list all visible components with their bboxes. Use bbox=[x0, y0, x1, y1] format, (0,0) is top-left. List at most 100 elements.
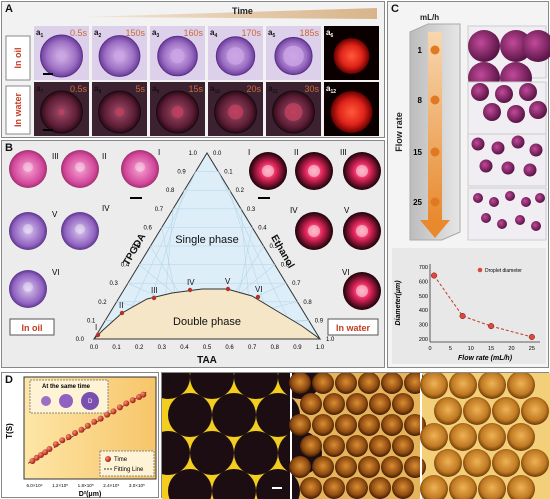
e-droplet-2 bbox=[289, 456, 311, 478]
d-point bbox=[29, 458, 36, 464]
flow-dot bbox=[430, 45, 440, 55]
axis-taa: TAA bbox=[197, 355, 217, 366]
e-droplet-3 bbox=[507, 423, 535, 451]
tick-bottom: 0.9 bbox=[293, 345, 302, 351]
b-droplet-core bbox=[23, 282, 33, 292]
double-phase-label: Double phase bbox=[173, 316, 241, 328]
b-droplet-oil bbox=[61, 212, 99, 250]
a-frame-time: 15s bbox=[188, 84, 203, 94]
ternary-point-label: III bbox=[151, 286, 158, 295]
ternary-point-label: I bbox=[95, 323, 97, 332]
row-water-box bbox=[5, 85, 31, 135]
c-droplet bbox=[531, 221, 541, 231]
b-droplet-label: IV bbox=[102, 204, 110, 213]
a-droplet bbox=[330, 91, 373, 133]
b-droplet-core bbox=[308, 165, 320, 177]
tick-left: 0.2 bbox=[98, 300, 107, 306]
c-droplet bbox=[515, 215, 525, 225]
e-droplet-dark bbox=[190, 431, 234, 475]
a-frame-sub: 10 bbox=[214, 89, 220, 95]
c-droplet bbox=[473, 193, 483, 203]
c-xtick: 0 bbox=[428, 346, 431, 352]
b-droplet-label: I bbox=[248, 148, 250, 157]
ternary-point bbox=[225, 286, 231, 292]
row-oil-box bbox=[5, 35, 31, 81]
c-droplet bbox=[529, 101, 547, 119]
a-core bbox=[226, 47, 245, 65]
a-core bbox=[171, 106, 184, 118]
panel-a: A Time In bbox=[1, 1, 385, 138]
flow-dot bbox=[430, 147, 440, 157]
legend-time: Time bbox=[114, 457, 128, 463]
a-frame-sub: 5 bbox=[272, 33, 275, 39]
tick-bottom: 0.6 bbox=[225, 345, 234, 351]
tick-bottom: 0.3 bbox=[158, 345, 167, 351]
a-core bbox=[284, 103, 303, 121]
d-point bbox=[42, 449, 49, 456]
a-frame-sub: 11 bbox=[272, 89, 278, 95]
d-ylabel: T(S) bbox=[5, 423, 14, 439]
d-xtick: 1.8×10⁵ bbox=[78, 483, 94, 488]
e-droplet-2 bbox=[335, 456, 357, 478]
ternary-point bbox=[151, 295, 157, 301]
tick-left: 0.8 bbox=[166, 188, 175, 194]
a-frame-time: 170s bbox=[241, 28, 261, 38]
flow-value: 8 bbox=[418, 96, 423, 105]
flow-dot bbox=[430, 95, 440, 105]
row-water-label: In water bbox=[13, 93, 23, 128]
b-droplet-oil bbox=[9, 270, 47, 308]
d-legend bbox=[99, 450, 155, 477]
e-droplet-2 bbox=[312, 373, 334, 394]
diameter-chart: 0 5 10 15 20 25 200 300 400 500 600 700 Diameter(μm)… bbox=[395, 264, 540, 362]
a-frame-time: 160s bbox=[183, 28, 203, 38]
e-droplet-2 bbox=[392, 477, 414, 499]
e-droplet-3 bbox=[478, 373, 506, 399]
legend-time-marker bbox=[105, 456, 111, 462]
tick-right: 0.7 bbox=[292, 281, 301, 287]
tick-left: 1.0 bbox=[189, 151, 198, 157]
tick-right: 0.1 bbox=[224, 170, 233, 176]
ternary-point-label: IV bbox=[187, 278, 195, 287]
c-point bbox=[488, 323, 495, 330]
d-point bbox=[140, 391, 147, 398]
c-legend-marker bbox=[477, 267, 483, 273]
c-xtick: 15 bbox=[488, 346, 494, 352]
d-point bbox=[33, 454, 40, 461]
e-droplet-2 bbox=[335, 373, 357, 394]
c-droplet bbox=[481, 213, 491, 223]
e-droplet-2 bbox=[346, 393, 368, 415]
ternary-ticks: 0.0 0.0 0.0 0.1 0.1 0.1 0.2 0.2 0.2 0.3 0.3 0.3 0.4 0… bbox=[76, 151, 335, 351]
tick-right: 0.6 bbox=[281, 263, 290, 269]
panel-b-svg: Single phase Double phase TPGDA Ethanol … bbox=[9, 148, 381, 366]
d-xtick: 2.4×10⁵ bbox=[103, 483, 119, 488]
e-droplet-3 bbox=[420, 423, 448, 451]
e-droplet-dark bbox=[234, 373, 278, 399]
ternary-point bbox=[255, 294, 261, 300]
e-droplet-3 bbox=[449, 423, 477, 451]
droplet-images bbox=[467, 25, 550, 241]
tick-right: 0.9 bbox=[315, 318, 324, 324]
c-droplet bbox=[495, 85, 513, 103]
a-frame-sub: 12 bbox=[330, 89, 336, 95]
e-droplet-3 bbox=[463, 449, 491, 477]
flow-value: 15 bbox=[413, 148, 422, 157]
ternary-point bbox=[187, 287, 193, 293]
a-frame-label: a3 bbox=[152, 28, 159, 39]
a-frame-sub: 2 bbox=[98, 33, 101, 39]
b-droplet-core bbox=[356, 285, 368, 297]
e-droplet-2 bbox=[323, 477, 345, 499]
a-core bbox=[170, 48, 185, 64]
d-point bbox=[97, 415, 104, 422]
panel-e-label: E bbox=[165, 374, 173, 386]
a-core bbox=[57, 52, 66, 60]
d-point bbox=[104, 411, 111, 418]
e-droplet-2 bbox=[312, 414, 334, 436]
panel-a-svg: Time In oil In water a1 0.5s a2 150s a3 160s a… bbox=[5, 6, 379, 136]
d-point bbox=[129, 397, 136, 404]
c-droplet bbox=[483, 103, 501, 121]
c-series-line bbox=[433, 275, 532, 338]
d-xtick: 1.2×10⁵ bbox=[52, 483, 68, 488]
d-xlabel: D²(μm) bbox=[79, 491, 102, 498]
